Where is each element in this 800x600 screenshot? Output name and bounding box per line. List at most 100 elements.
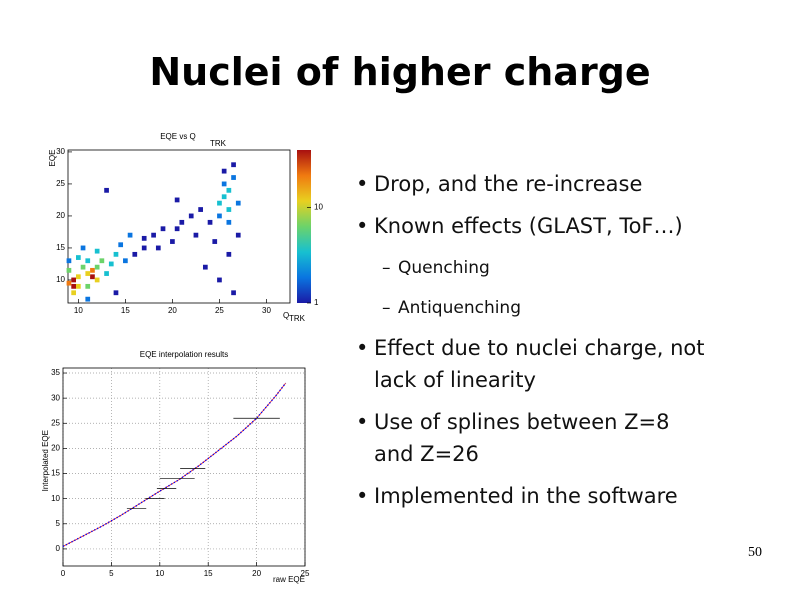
heatmap-cell <box>217 213 222 219</box>
heatmap-cell <box>113 251 119 257</box>
x-tick-label: 20 <box>168 306 177 315</box>
colorbar-tick-label: 10 <box>314 203 323 212</box>
heatmap-cell <box>174 226 180 232</box>
bullet: Implemented in the software <box>352 480 712 512</box>
heatmap-cell <box>141 235 147 241</box>
x-axis-label: raw EQE <box>273 575 305 584</box>
heatmap-cell <box>231 290 236 296</box>
heatmap-cell <box>198 207 203 212</box>
y-tick-label: 20 <box>56 211 65 220</box>
heatmap-cell <box>118 242 124 248</box>
y-tick-label: 25 <box>56 179 65 188</box>
y-tick-label: 30 <box>56 147 65 156</box>
heatmap-cell <box>155 245 161 251</box>
colorbar-tick-label: 1 <box>314 298 319 307</box>
y-tick-label: 15 <box>56 243 65 252</box>
heatmap-cell <box>226 219 232 225</box>
heatmap-cell <box>75 255 81 260</box>
heatmap-cell <box>104 187 109 193</box>
x-tick-label: 15 <box>204 569 213 578</box>
y-axis-label: EQE <box>48 150 57 167</box>
slide-title: Nuclei of higher charge <box>149 50 651 94</box>
y-tick-label: 35 <box>51 368 60 377</box>
x-tick-label: 10 <box>155 569 164 578</box>
heatmap-cell <box>226 187 232 193</box>
heatmap-cell <box>71 283 76 289</box>
heatmap-cell <box>66 280 72 286</box>
heatmap-cell <box>66 267 72 273</box>
heatmap-cell <box>151 232 156 238</box>
heatmap-cell <box>85 271 91 276</box>
heatmap-cell <box>231 162 236 168</box>
heatmap-cell <box>221 194 227 200</box>
y-tick-label: 5 <box>56 519 61 528</box>
heatmap-cell <box>226 251 232 257</box>
heatmap-cell <box>221 168 227 174</box>
spline-line <box>62 382 286 547</box>
y-tick-label: 15 <box>51 469 60 478</box>
y-tick-label: 25 <box>51 418 60 427</box>
heatmap-cell <box>66 258 72 264</box>
x-tick-label: 5 <box>109 569 114 578</box>
heatmap-cell <box>71 277 76 283</box>
heatmap-cell <box>80 264 86 270</box>
x-axis-label-subscript: TRK <box>289 314 306 323</box>
heatmap-cell <box>141 245 147 251</box>
bullet: Effect due to nuclei charge, not lack of… <box>352 332 712 396</box>
plot-frame <box>62 367 306 567</box>
chart-title-subscript: TRK <box>210 139 227 148</box>
sub-bullet: Quenching <box>352 252 712 284</box>
x-tick-label: 0 <box>61 569 66 578</box>
heatmap-cell <box>113 290 119 296</box>
plot-frame <box>67 149 291 304</box>
heatmap-cell <box>217 277 222 283</box>
heatmap-cell <box>188 213 194 219</box>
heatmap-cell <box>231 175 236 180</box>
heatmap-cell <box>212 239 218 244</box>
heatmap-cell <box>207 219 213 225</box>
heatmap-cell <box>85 283 91 289</box>
y-tick-label: 10 <box>51 494 60 503</box>
heatmap-cell <box>94 277 100 283</box>
chart-title: EQE vs Q <box>160 132 196 141</box>
heatmap-cell <box>104 271 109 276</box>
y-tick-label: 20 <box>51 444 60 453</box>
heatmap-cell <box>179 219 185 225</box>
x-tick-label: 25 <box>215 306 224 315</box>
y-tick-label: 10 <box>56 275 65 284</box>
heatmap-cell <box>85 296 91 302</box>
heatmap-cell <box>160 226 166 232</box>
colorbar <box>297 150 311 303</box>
heatmap-cell <box>193 232 199 238</box>
heatmap-cell <box>80 245 86 251</box>
heatmap-cell <box>217 200 222 206</box>
bullet: Known effects (GLAST, ToF…) <box>352 210 712 242</box>
heatmap-cell <box>94 264 100 270</box>
spline-dots <box>62 382 287 548</box>
heatmap-cell <box>75 274 81 280</box>
bullet: Use of splines between Z=8 and Z=26 <box>352 406 712 470</box>
x-tick-label: 30 <box>262 306 271 315</box>
heatmap-cell <box>170 239 175 244</box>
x-tick-label: 20 <box>252 569 261 578</box>
heatmap-cell <box>94 248 100 254</box>
heatmap-cell <box>108 261 114 267</box>
heatmap-cell <box>132 251 138 257</box>
x-tick-label: 10 <box>74 306 83 315</box>
bullet-list: Drop, and the re-increase Known effects (… <box>352 168 712 522</box>
x-axis-label: Q <box>283 311 289 320</box>
bullet: Drop, and the re-increase <box>352 168 712 200</box>
heatmap-cell <box>90 267 95 273</box>
heatmap-cell <box>99 258 105 264</box>
page-number: 50 <box>748 545 762 560</box>
x-tick-label: 15 <box>121 306 130 315</box>
heatmap-cell <box>123 258 128 264</box>
sub-bullet: Antiquenching <box>352 292 712 324</box>
heatmap-cell <box>127 232 133 238</box>
heatmap-cell <box>221 181 227 187</box>
y-tick-label: 0 <box>56 544 61 553</box>
heatmap-cell <box>71 290 76 296</box>
y-axis-label: Interpolated EQE <box>41 430 50 491</box>
